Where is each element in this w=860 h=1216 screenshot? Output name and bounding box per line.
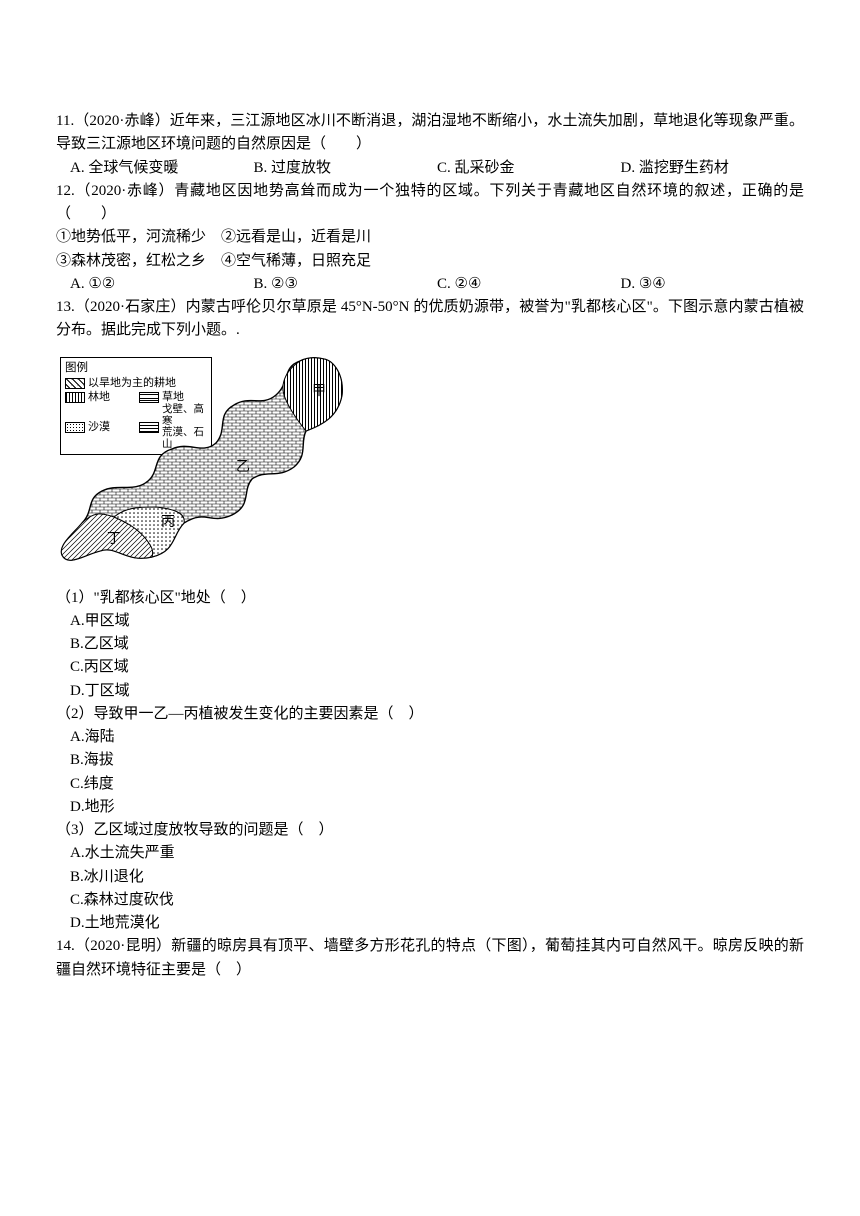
q11-options: A. 全球气候变暖 B. 过度放牧 C. 乱采砂金 D. 滥挖野生药材 [56, 157, 804, 180]
q11-opt-a[interactable]: A. 全球气候变暖 [70, 157, 254, 180]
map-label-yi: 乙 [236, 459, 250, 475]
q13-3-opt-b[interactable]: B.冰川退化 [56, 866, 804, 889]
q13-2-opt-c[interactable]: C.纬度 [56, 773, 804, 796]
q13-3-opt-c[interactable]: C.森林过度砍伐 [56, 889, 804, 912]
q13-2-text: （2）导致甲一乙—丙植被发生变化的主要因素是（ ） [56, 703, 804, 726]
q13-text: 13.（2020·石家庄）内蒙古呼伦贝尔草原是 45°N-50°N 的优质奶源带… [56, 296, 804, 343]
q13-map: 图例 以旱地为主的耕地 林地 草地 沙漠 戈壁、高寒荒漠、石山 [56, 351, 361, 581]
q13-3-opt-d[interactable]: D.土地荒漠化 [56, 912, 804, 935]
q12-opt-c[interactable]: C. ②④ [437, 273, 621, 296]
q12-statement-2: ③森林茂密，红松之乡 ④空气稀薄，日照充足 [56, 250, 804, 273]
q12-opt-a[interactable]: A. ①② [70, 273, 254, 296]
q13-1-opt-b[interactable]: B.乙区域 [56, 633, 804, 656]
q13-3-text: （3）乙区域过度放牧导致的问题是（ ） [56, 819, 804, 842]
q13-2-opt-d[interactable]: D.地形 [56, 796, 804, 819]
map-label-bing: 丙 [161, 515, 175, 530]
q13-2-opt-b[interactable]: B.海拔 [56, 749, 804, 772]
q12-statement-1: ①地势低平，河流稀少 ②远看是山，近看是川 [56, 226, 804, 249]
q11-opt-d[interactable]: D. 滥挖野生药材 [621, 157, 805, 180]
q11-text: 11.（2020·赤峰）近年来，三江源地区冰川不断消退，湖泊湿地不断缩小，水土流… [56, 110, 804, 157]
q13-1-opt-a[interactable]: A.甲区域 [56, 610, 804, 633]
q13-1-opt-c[interactable]: C.丙区域 [56, 656, 804, 679]
q12-text: 12.（2020·赤峰）青藏地区因地势高耸而成为一个独特的区域。下列关于青藏地区… [56, 180, 804, 227]
q11-opt-c[interactable]: C. 乱采砂金 [437, 157, 621, 180]
map-label-ding: 丁 [107, 532, 121, 547]
q13-1-opt-d[interactable]: D.丁区域 [56, 680, 804, 703]
q13-3-opt-a[interactable]: A.水土流失严重 [56, 842, 804, 865]
q12-opt-d[interactable]: D. ③④ [621, 273, 805, 296]
inner-mongolia-map-icon: 甲 乙 丙 丁 [56, 351, 358, 581]
map-label-jia: 甲 [312, 384, 326, 399]
q13-1-text: （1）"乳都核心区"地处（ ） [56, 587, 804, 610]
q12-opt-b[interactable]: B. ②③ [254, 273, 438, 296]
q11-opt-b[interactable]: B. 过度放牧 [254, 157, 438, 180]
q13-2-opt-a[interactable]: A.海陆 [56, 726, 804, 749]
q12-options: A. ①② B. ②③ C. ②④ D. ③④ [56, 273, 804, 296]
q14-text: 14.（2020·昆明）新疆的晾房具有顶平、墙壁多方形花孔的特点（下图），葡萄挂… [56, 935, 804, 982]
